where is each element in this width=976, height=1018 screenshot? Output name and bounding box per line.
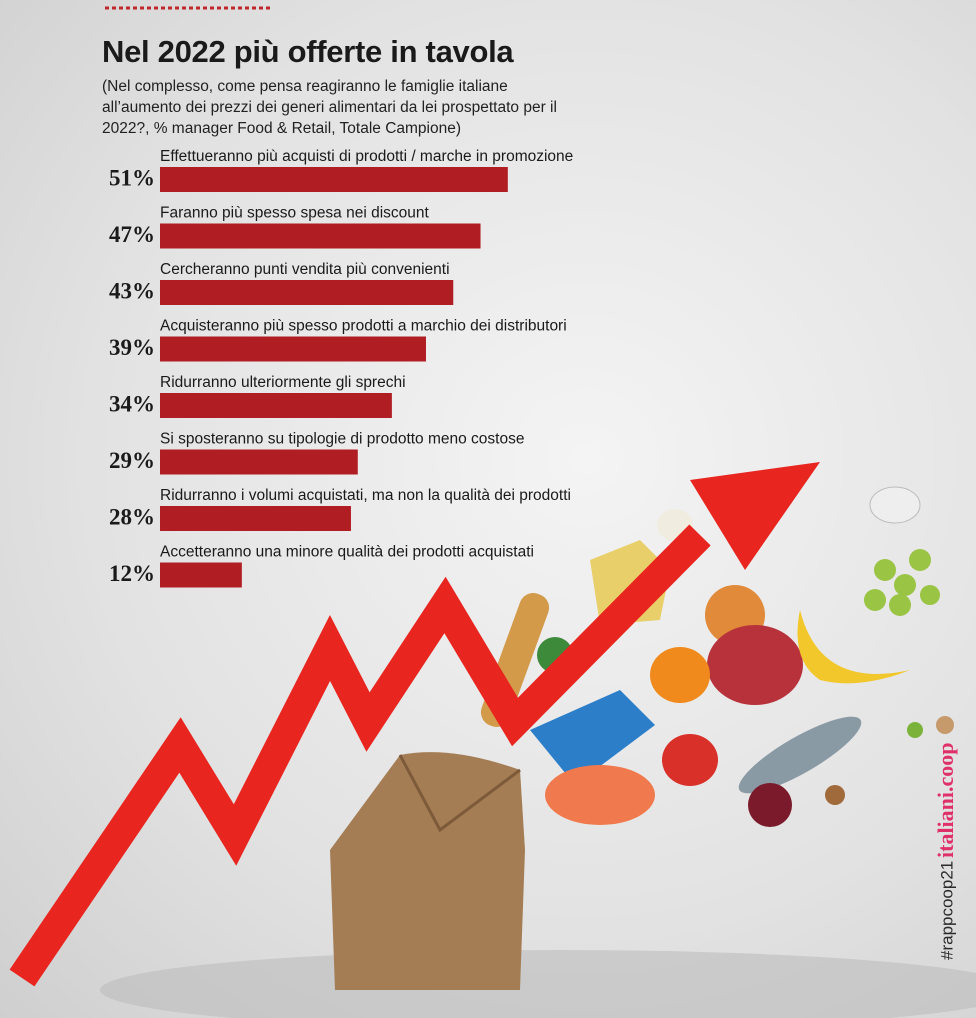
chart-title: Nel 2022 più offerte in tavola	[102, 34, 514, 69]
category-label: Ridurranno ulteriormente gli sprechi	[160, 374, 406, 391]
category-label: Faranno più spesso spesa nei discount	[160, 205, 430, 222]
value-label: 43%	[109, 278, 155, 303]
category-label: Ridurranno i volumi acquistati, ma non l…	[160, 487, 571, 504]
value-label: 51%	[109, 165, 155, 190]
category-label: Si sposteranno su tipologie di prodotto …	[160, 431, 524, 448]
value-label: 29%	[109, 448, 155, 473]
food	[480, 486, 954, 827]
bar	[160, 223, 481, 249]
side-credit: #rappcoop21 italiani.coop	[933, 742, 958, 960]
bar	[160, 449, 358, 475]
bar	[160, 393, 392, 418]
bar-chart: Effettueranno più acquisti di prodotti /…	[109, 148, 573, 588]
category-label: Acquisteranno più spesso prodotti a marc…	[160, 318, 567, 335]
value-label: 34%	[109, 391, 155, 416]
bar	[160, 562, 242, 588]
bar	[160, 336, 426, 362]
value-label: 28%	[109, 504, 155, 529]
value-label: 47%	[109, 222, 155, 247]
trend-arrow	[9, 524, 711, 987]
category-label: Accetteranno una minore qualità dei prod…	[160, 544, 534, 561]
paper-bag	[330, 752, 525, 990]
category-label: Effettueranno più acquisti di prodotti /…	[160, 148, 573, 165]
value-label: 12%	[109, 561, 155, 586]
website: italiani.coop	[933, 742, 958, 858]
arrow-head	[690, 462, 820, 570]
floor-shadow	[100, 950, 976, 1018]
bar	[160, 280, 454, 305]
value-label: 39%	[109, 335, 155, 360]
chart-subtitle: (Nel complesso, come pensa reagiranno le…	[102, 78, 557, 137]
bar	[160, 506, 351, 531]
bar	[160, 167, 508, 192]
category-label: Cercheranno punti vendita più convenient…	[160, 261, 450, 278]
hashtag: #rappcoop21	[937, 861, 956, 960]
